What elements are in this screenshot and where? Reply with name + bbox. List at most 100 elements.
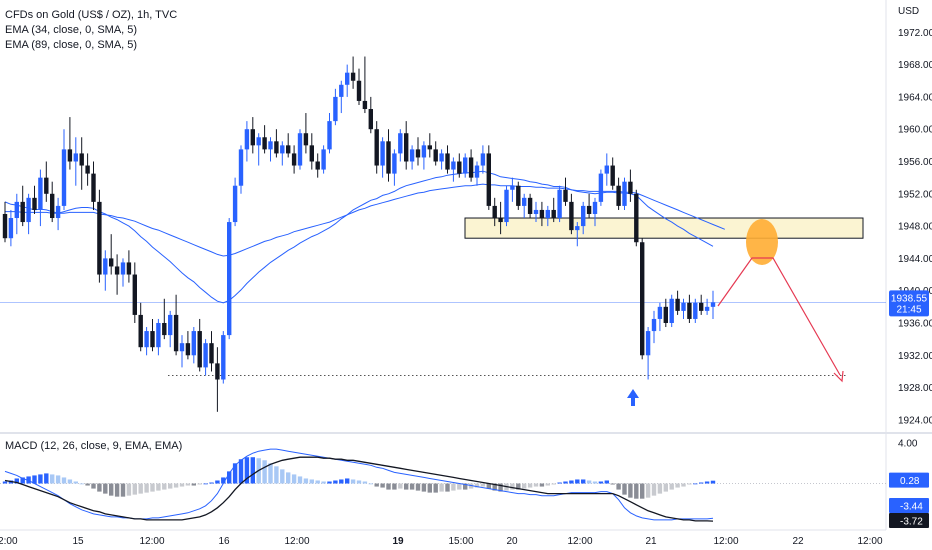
ema-89-legend[interactable]: EMA (89, close, 0, SMA, 5) [5,39,138,51]
candle-body [527,197,533,214]
candle-body [14,201,19,219]
macd-histogram-bar [44,473,49,484]
macd-histogram-bar [203,483,208,485]
ema-34-legend[interactable]: EMA (34, close, 0, SMA, 5) [5,24,138,36]
candle-body [197,331,202,368]
macd-histogram-bar [699,482,704,484]
candle-body [640,242,645,356]
macd-histogram-bar [522,483,527,489]
macd-histogram-bar [286,472,291,484]
target-marker-circle [746,219,778,265]
candle-body [380,141,385,166]
candle-body [563,189,568,202]
macd-histogram-bar [138,483,143,494]
forecast-path-line [717,257,841,376]
macd-histogram-bar [73,481,78,484]
candle-body [97,201,102,275]
candle-body [303,133,309,146]
macd-histogram-bar [274,466,279,484]
candle-body [362,100,368,110]
candle-body [168,314,173,336]
macd-histogram-bar [150,483,155,492]
macd-histogram-bar [156,483,161,491]
macd-histogram-bar [262,460,267,484]
candle-body [539,209,545,219]
candle-body [132,274,137,315]
macd-histogram-bar [162,483,167,490]
macd-histogram-bar [516,483,521,490]
candle-body [551,209,556,219]
candle-body [309,145,314,162]
symbol-title[interactable]: CFDs on Gold (US$ / OZ), 1h, TVC [5,9,178,21]
candle-body [427,145,432,150]
price-tick-label: 1924.00 [898,415,932,426]
candle-body [586,205,592,214]
macd-histogram-bar [586,480,592,484]
macd-histogram-bar [362,481,368,484]
candle-body [26,197,31,223]
time-tick-label: 19 [392,536,404,547]
price-badge-box [889,290,929,317]
macd-histogram-bar [97,483,102,492]
candle-body [356,80,362,101]
candle-body [67,149,73,162]
macd-histogram-bar [398,483,403,489]
macd-histogram-bar [250,457,255,484]
candle-body [616,185,621,206]
candle-body [109,258,114,267]
macd-histogram-bar [463,483,468,490]
candle-body [173,314,179,352]
macd-histogram-bar [457,483,462,490]
candle-body [533,209,539,214]
macd-histogram-bar [657,483,663,494]
candle-body [232,185,238,223]
macd-histogram-bar [38,474,43,484]
macd-histogram-bar [569,480,574,484]
macd-histogram-bar [592,481,598,484]
candle-body [663,306,668,323]
candle-body [374,129,379,166]
time-tick-label: 15 [72,536,84,547]
candle-body [244,129,250,150]
candle-body [333,96,338,122]
resistance-zone [464,217,864,239]
macd-histogram-bar [280,469,285,484]
forecast-arrow-head [833,370,844,383]
candle-body [687,302,692,319]
macd-histogram-bar [67,479,73,484]
candle-body [480,153,486,166]
candle-body [179,343,185,352]
macd-histogram-bar [368,483,373,485]
candle-body [38,177,43,210]
time-tick-label: 20 [506,536,518,547]
price-tick-label: 1964.00 [898,92,932,103]
candle-body [439,153,444,162]
macd-histogram-bar [55,475,61,484]
macd-histogram-bar [557,482,562,484]
candle-body [522,197,527,206]
macd-histogram-bar [321,481,326,484]
macd-histogram-bar [32,475,37,484]
macd-histogram-bar [114,483,120,497]
histogram-badge: 0.28 [900,476,920,487]
macd-histogram-bar [345,478,350,484]
candle-body [32,197,37,210]
macd-legend[interactable]: MACD (12, 26, close, 9, EMA, EMA) [5,440,183,452]
candle-body [262,137,267,150]
candle-body [321,149,326,170]
price-badge-countdown: 21:45 [896,304,921,315]
macd-histogram-bar [404,483,409,490]
macd-histogram-bar [439,483,444,492]
macd-badge: -3.44 [900,502,923,513]
candle-body [55,205,61,219]
time-tick-label: 12:00 [139,536,164,547]
candle-body [604,165,609,174]
candle-body [445,153,450,170]
time-tick-label: 16 [218,536,230,547]
candle-body [510,185,515,190]
candle-body [457,161,462,174]
candle-body [421,145,427,158]
macd-histogram-bar [651,483,657,496]
macd-histogram-bar [468,483,474,489]
